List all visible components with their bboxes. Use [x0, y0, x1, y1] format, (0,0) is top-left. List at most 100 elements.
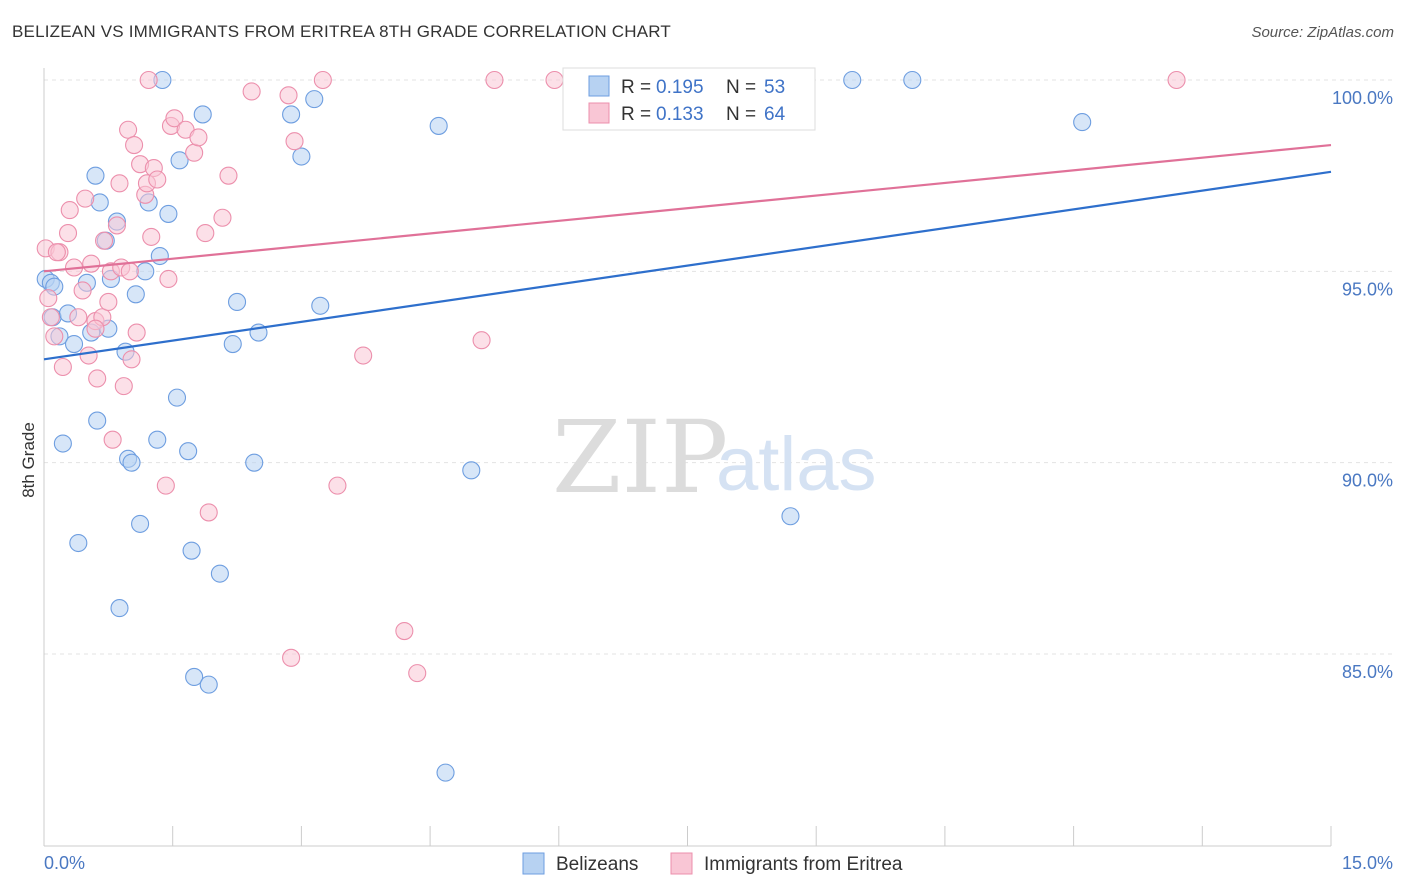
belizean-point [88, 411, 107, 430]
legend-r-label: R = [621, 104, 651, 125]
belizean-point [53, 434, 72, 453]
eritrea-point [125, 136, 144, 155]
eritrea-point [354, 346, 373, 365]
x-tick-label: 0.0% [44, 853, 85, 873]
eritrea-point [88, 369, 107, 388]
bottom-legend-eritrea: Immigrants from Eritrea [704, 854, 903, 875]
series-legend: Belizeans Immigrants from Eritrea [522, 852, 903, 875]
y-tick-label: 95.0% [1342, 279, 1393, 299]
eritrea-point [107, 216, 126, 235]
eritrea-point [472, 331, 491, 350]
watermark-atlas: atlas [716, 422, 877, 507]
y-tick-label: 100.0% [1332, 88, 1393, 108]
y-axis-label: 8th Grade [19, 422, 38, 498]
eritrea-point [58, 224, 78, 243]
belizean-point [122, 453, 141, 472]
x-tick-labels: 0.0% 15.0% [44, 853, 1393, 873]
bottom-legend-swatch-eritrea [670, 852, 693, 875]
belizean-trend-line [43, 170, 1332, 361]
axes [43, 68, 1332, 847]
eritrea-trend-line [43, 143, 1332, 273]
eritrea-point [408, 664, 427, 683]
belizean-point [126, 285, 145, 304]
eritrea-point [185, 143, 204, 162]
belizean-point [436, 763, 455, 782]
eritrea-point [45, 327, 64, 346]
eritrea-point [142, 227, 161, 246]
legend-n-value-eritrea: 64 [764, 104, 786, 125]
eritrea-point [485, 70, 504, 90]
legend-swatch-eritrea [588, 102, 610, 124]
eritrea-point [86, 319, 105, 338]
belizean-point [781, 507, 800, 526]
eritrea-point [199, 503, 218, 522]
legend-r-value-belizeans: 0.195 [656, 77, 704, 98]
legend-swatch-belizeans [588, 75, 610, 97]
belizean-point [193, 105, 212, 124]
belizean-point [223, 334, 242, 354]
belizean-point [148, 430, 167, 449]
belizean-point [199, 675, 218, 694]
belizean-point [131, 514, 150, 533]
eritrea-point [53, 357, 72, 377]
y-tick-label: 85.0% [1342, 662, 1393, 682]
y-tick-labels: 85.0% 90.0% 95.0% 100.0% [1332, 88, 1393, 682]
belizean-point [170, 151, 189, 170]
eritrea-point [39, 289, 58, 308]
eritrea-point [47, 243, 66, 262]
watermark-zip: ZIP [552, 399, 728, 516]
legend-r-label: R = [621, 77, 651, 98]
belizean-point [292, 147, 311, 166]
eritrea-point [69, 308, 88, 327]
belizean-point [167, 388, 187, 407]
belizean-point [311, 296, 330, 315]
legend-r-value-eritrea: 0.133 [656, 104, 704, 125]
data-points [36, 70, 1186, 782]
belizean-point [86, 166, 105, 185]
source-label: Source: ZipAtlas.com [1251, 24, 1394, 41]
belizean-point [136, 262, 155, 281]
belizean-point [429, 116, 448, 135]
legend-n-label: N = [726, 77, 756, 98]
x-tick-label: 15.0% [1342, 853, 1393, 873]
eritrea-point [196, 224, 215, 243]
eritrea-point [395, 621, 414, 641]
belizean-point [185, 667, 204, 687]
eritrea-point [82, 254, 101, 273]
legend-row-eritrea: R = 0.133 N = 64 [588, 102, 786, 125]
belizean-point [245, 453, 264, 472]
legend-n-value-belizeans: 53 [764, 77, 785, 98]
eritrea-point [213, 208, 232, 227]
eritrea-point [1167, 70, 1186, 90]
eritrea-point [60, 201, 79, 220]
eritrea-point [285, 132, 304, 151]
belizean-point [110, 599, 129, 618]
eritrea-point [189, 128, 208, 147]
eritrea-point [139, 70, 158, 90]
eritrea-point [73, 281, 92, 300]
eritrea-point [328, 476, 347, 495]
belizean-point [282, 105, 301, 124]
belizean-point [64, 334, 84, 354]
belizean-point [69, 533, 88, 553]
belizean-point [228, 292, 247, 311]
eritrea-point [114, 377, 133, 396]
eritrea-point [103, 430, 122, 449]
eritrea-point [119, 120, 138, 139]
belizean-point [843, 70, 862, 90]
eritrea-point [110, 174, 129, 193]
eritrea-point [95, 231, 114, 250]
bottom-legend-belizeans: Belizeans [556, 854, 638, 875]
belizean-point [179, 442, 198, 461]
eritrea-point [242, 82, 261, 101]
belizean-point [462, 461, 481, 480]
trend-lines [43, 143, 1332, 361]
grid-lines [44, 79, 1392, 655]
legend-row-belizeans: R = 0.195 N = 53 [588, 75, 785, 98]
eritrea-point [79, 346, 98, 365]
belizean-point [159, 204, 178, 223]
legend-n-label: N = [726, 104, 756, 125]
eritrea-point [148, 170, 167, 189]
eritrea-point [313, 70, 332, 90]
